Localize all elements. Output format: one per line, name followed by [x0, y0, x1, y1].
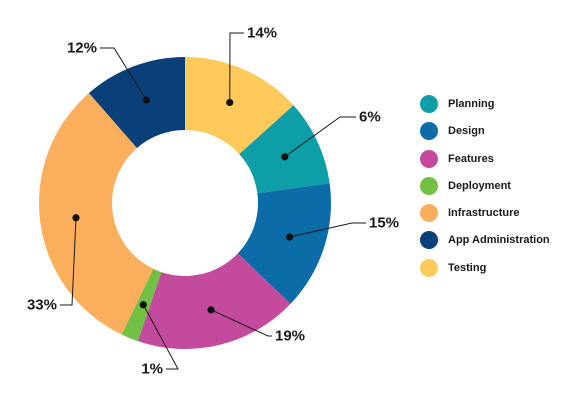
legend-item: App Administration [420, 230, 578, 250]
legend-label: Deployment [448, 179, 511, 192]
callout-dot [226, 98, 234, 107]
legend-item: Features [420, 149, 578, 169]
legend-label: Planning [448, 98, 495, 110]
slice-design [237, 183, 331, 304]
legend-swatch [420, 176, 438, 195]
callout-dot [72, 214, 80, 222]
legend-swatch [420, 258, 438, 277]
legend-label: App Administration [448, 234, 550, 247]
callout-labels: 14% 6% 15% 19% 1% 33% 12% [27, 25, 399, 378]
callout-dot [286, 233, 294, 241]
callout-line [210, 309, 272, 337]
slice-app-administration [88, 56, 185, 149]
callout-line [100, 47, 147, 101]
data-label: 14% [247, 25, 277, 42]
callout-lines [60, 32, 366, 370]
data-label: 19% [275, 328, 305, 345]
legend-item: Planning [420, 94, 578, 114]
data-label: 6% [359, 109, 381, 126]
callout-line [289, 222, 366, 238]
donut-slices [39, 56, 331, 349]
legend-swatch [420, 122, 438, 141]
legend-item: Design [420, 121, 578, 141]
legend-label: Features [448, 152, 494, 165]
slice-planning [239, 105, 330, 194]
callout-line [60, 217, 77, 306]
slice-features [137, 253, 291, 349]
data-label: 33% [27, 297, 57, 314]
slice-infrastructure [39, 93, 154, 335]
callout-dot [139, 301, 147, 309]
chart-legend: Planning Design Features Deployment Infrastr… [420, 94, 578, 285]
callout-dot [207, 306, 215, 314]
callout-line [284, 116, 356, 158]
legend-item: Infrastructure [420, 203, 578, 223]
data-label: 1% [141, 361, 163, 378]
data-label: 12% [67, 40, 97, 57]
callout-line [229, 32, 244, 103]
legend-swatch [420, 95, 438, 113]
data-label: 15% [369, 215, 399, 232]
legend-label: Design [448, 125, 485, 138]
legend-item: Testing [420, 258, 578, 278]
legend-label: Infrastructure [448, 207, 520, 220]
slice-testing [185, 57, 294, 155]
callout-dot [142, 96, 150, 104]
legend-swatch [420, 231, 438, 250]
callout-dot [281, 153, 289, 161]
callout-line [142, 304, 179, 370]
legend-swatch [420, 204, 438, 223]
legend-swatch [420, 149, 438, 168]
legend-item: Deployment [420, 176, 578, 196]
legend-label: Testing [448, 261, 487, 274]
